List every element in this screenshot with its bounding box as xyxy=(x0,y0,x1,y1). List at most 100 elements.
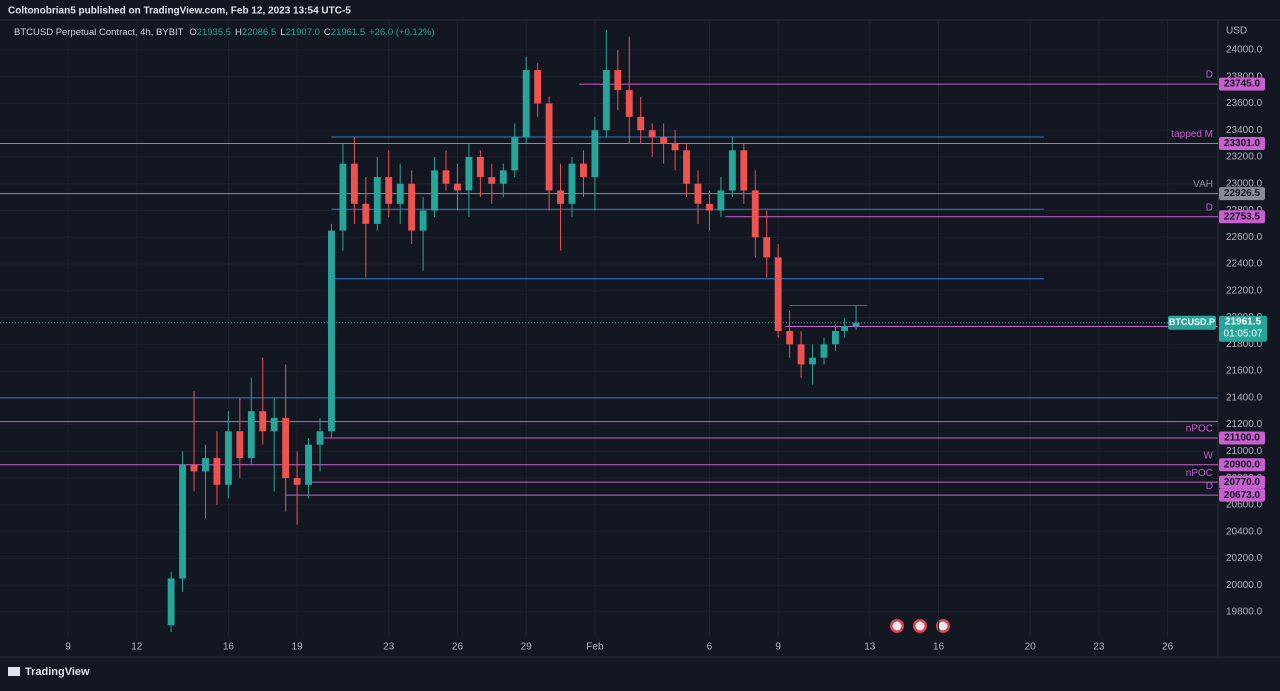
price-tag-label: 20770.0 xyxy=(1224,477,1261,488)
price-tag-label: 22753.5 xyxy=(1224,211,1261,222)
candle-body xyxy=(728,150,736,191)
x-tick-label: 26 xyxy=(452,642,464,653)
candle-body xyxy=(545,103,553,191)
candle-body xyxy=(832,330,839,345)
logo xyxy=(8,667,20,676)
x-tick-label: 9 xyxy=(775,642,781,653)
candle-body xyxy=(683,150,690,184)
candle-body xyxy=(224,431,232,485)
y-tick-label: 23000.0 xyxy=(1226,178,1263,189)
candle-body xyxy=(841,326,849,331)
legend-value: 21935.5 xyxy=(197,27,231,38)
y-tick-label: 21200.0 xyxy=(1226,419,1263,430)
price-tag xyxy=(1219,488,1265,502)
legend-value: 21961.5 xyxy=(331,27,365,38)
x-tick-label: 6 xyxy=(707,642,713,653)
x-tick-label: 12 xyxy=(131,642,143,653)
level-note: nPOC xyxy=(1186,424,1213,435)
candle-body xyxy=(602,70,610,131)
candle-body xyxy=(763,237,771,258)
y-tick-label: 23800.0 xyxy=(1226,71,1263,82)
price-tag-label: 20673.0 xyxy=(1224,490,1261,501)
candle-body xyxy=(190,464,198,472)
candle-body xyxy=(852,322,860,327)
candle-body xyxy=(499,170,507,184)
price-tag xyxy=(1219,210,1265,224)
y-tick-label: 22200.0 xyxy=(1226,285,1263,296)
candle-body xyxy=(419,210,427,231)
candle-body xyxy=(625,90,633,117)
candle-body xyxy=(580,163,587,178)
symbol-tag-label: BTCUSD.P xyxy=(1169,317,1215,327)
candle-body xyxy=(213,458,221,485)
level-note: VAH xyxy=(1193,179,1213,190)
event-icons xyxy=(890,619,950,633)
legend-key: C xyxy=(324,27,331,38)
candle-body xyxy=(236,431,244,459)
candle-body xyxy=(408,183,416,231)
y-tick-label: 21400.0 xyxy=(1226,392,1263,403)
candle-body xyxy=(454,183,461,191)
x-tick-label: 26 xyxy=(1162,642,1174,653)
candle-body xyxy=(442,170,450,184)
candle-body xyxy=(373,177,381,224)
candle-body xyxy=(809,357,816,365)
candle-body xyxy=(660,136,668,144)
x-tick-label: 29 xyxy=(521,642,533,653)
y-tick-label: 21000.0 xyxy=(1226,446,1263,457)
level-note: D xyxy=(1206,70,1213,81)
candle-body xyxy=(247,411,255,459)
legend-value: 21907.0 xyxy=(286,27,320,38)
price-tag xyxy=(1219,136,1265,150)
level-note: D xyxy=(1206,202,1213,213)
candle-body xyxy=(179,464,187,579)
candle-body xyxy=(385,177,393,204)
legend-key: O xyxy=(189,27,196,38)
y-tick-label: 23200.0 xyxy=(1226,152,1263,163)
candle-body xyxy=(339,163,347,231)
candle-body xyxy=(534,70,542,104)
currency: USD xyxy=(1226,26,1247,37)
price-tag-label: 23301.0 xyxy=(1224,138,1261,149)
candle-body xyxy=(282,417,290,479)
candle-body xyxy=(396,183,404,204)
candle-body xyxy=(637,116,645,131)
price-tag-label: 20900.0 xyxy=(1224,459,1261,470)
y-tick-label: 20600.0 xyxy=(1226,500,1263,511)
x-tick-label: 23 xyxy=(1093,642,1105,653)
price-tag-label: 21100.0 xyxy=(1224,433,1260,444)
x-tick-label: 23 xyxy=(383,642,395,653)
candle-body xyxy=(259,411,267,432)
price-tag xyxy=(1219,187,1265,201)
candle-body xyxy=(350,163,358,204)
candle-body xyxy=(568,163,576,204)
candle-body xyxy=(270,417,278,432)
level-note: W xyxy=(1204,450,1214,461)
symbol-tag xyxy=(1168,315,1216,330)
candle-body xyxy=(305,444,313,485)
level-note: tapped M xyxy=(1171,129,1213,140)
legend-key: H xyxy=(235,27,242,38)
y-tick-label: 20200.0 xyxy=(1226,553,1263,564)
candle-body xyxy=(465,157,473,191)
candle-body xyxy=(648,130,656,137)
candle-body xyxy=(774,257,782,331)
candle-body xyxy=(362,203,370,224)
grid xyxy=(0,20,1218,636)
candle-body xyxy=(706,203,713,211)
candle-body xyxy=(522,70,530,137)
price-tag xyxy=(1219,431,1265,445)
level-note: D xyxy=(1206,481,1213,492)
candle-body xyxy=(293,478,301,485)
price-tag xyxy=(1219,77,1265,91)
countdown: 01:05:07 xyxy=(1224,328,1263,339)
candle-body xyxy=(614,70,622,91)
candle-body xyxy=(202,458,209,472)
price-tag xyxy=(1219,475,1265,489)
x-tick-label: 16 xyxy=(223,642,235,653)
legend-key: L xyxy=(280,27,285,38)
candle-body xyxy=(476,157,484,178)
